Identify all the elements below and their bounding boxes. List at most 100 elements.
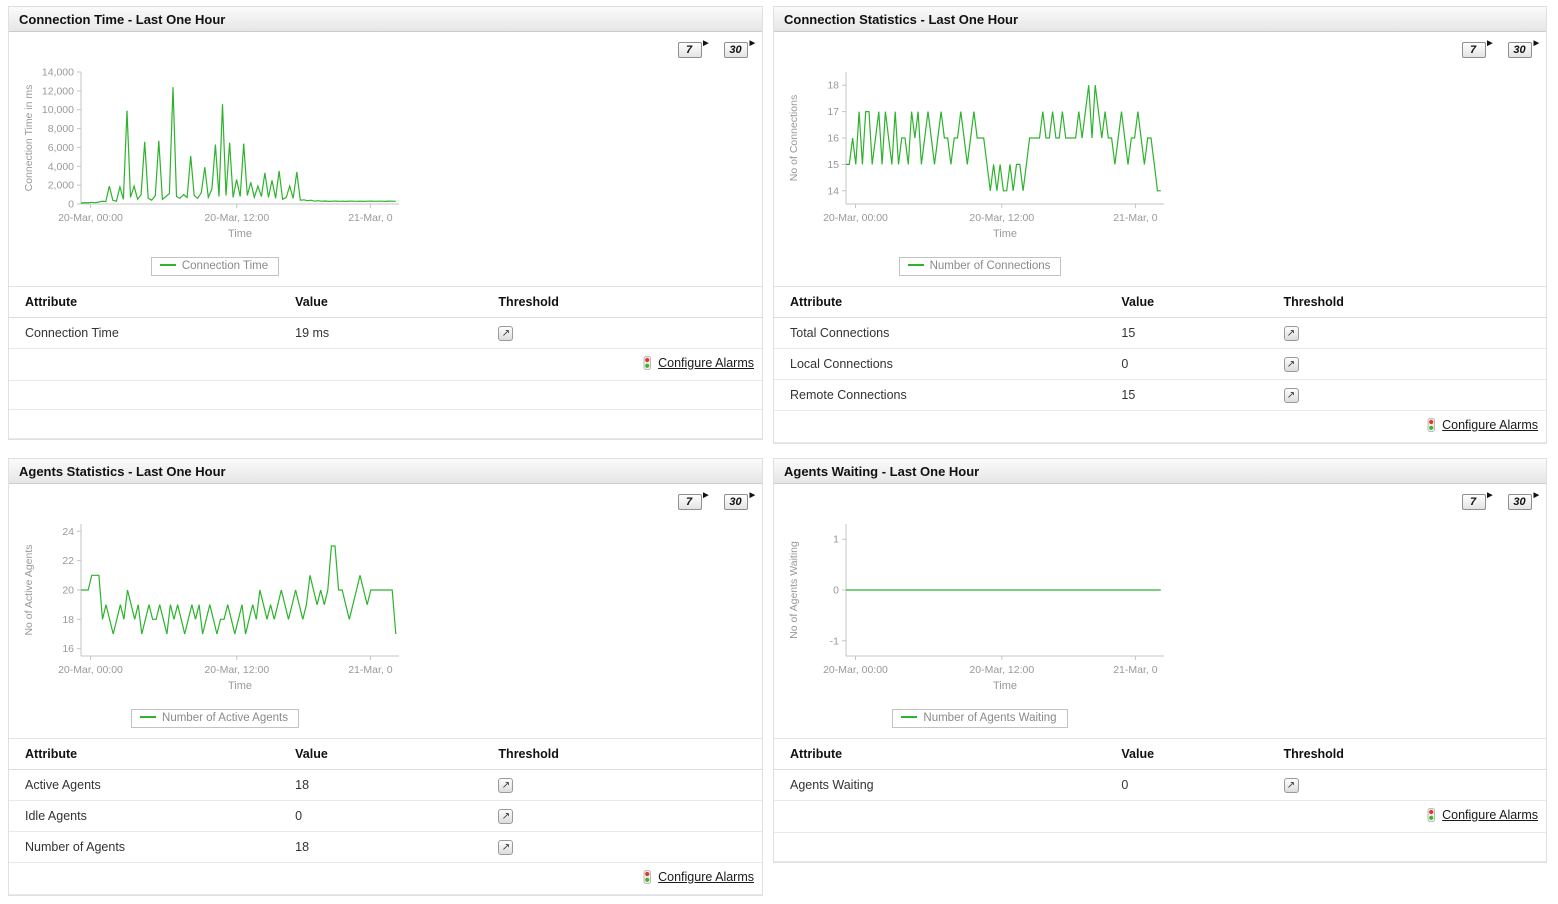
chart-block: 16 18 20 22 24 20-Mar, 00:00 20-Mar, 12:00 21-M… — [19, 514, 411, 728]
svg-text:No of Agents Waiting: No of Agents Waiting — [788, 541, 800, 639]
range-30-label: 30 — [729, 44, 742, 56]
threshold-cell: ↗ — [1283, 379, 1546, 411]
threshold-cell: ↗ — [498, 317, 762, 349]
panel-agents-statistics: Agents Statistics - Last One Hour 7 ▶ 30 ▶… — [8, 458, 763, 896]
column-header-threshold: Threshold — [498, 286, 762, 318]
range-30-button[interactable]: 30 ▶ — [724, 40, 755, 58]
svg-text:20-Mar, 12:00: 20-Mar, 12:00 — [204, 212, 269, 224]
threshold-icon[interactable]: ↗ — [498, 840, 514, 855]
threshold-icon[interactable]: ↗ — [498, 326, 514, 341]
svg-text:16: 16 — [62, 643, 74, 655]
range-7-button[interactable]: 7 ▶ — [677, 492, 709, 510]
configure-alarms-label[interactable]: Configure Alarms — [1442, 808, 1538, 822]
threshold-icon[interactable]: ↗ — [498, 809, 514, 824]
panel-connection-statistics: Connection Statistics - Last One Hour 7 ▶… — [773, 6, 1547, 444]
attribute-table: Attribute Value Threshold Active Agents 1… — [9, 738, 762, 895]
svg-text:-1: -1 — [830, 635, 839, 647]
table-row: Connection Time 19 ms ↗ — [9, 317, 762, 349]
expand-icon: ▶ — [703, 40, 709, 47]
range-30-label: 30 — [1513, 496, 1526, 508]
alarm-icon — [1427, 418, 1436, 432]
panel-title-connection-statistics: Connection Statistics - Last One Hour — [774, 7, 1546, 32]
column-header-threshold: Threshold — [1283, 286, 1546, 318]
range-30-button[interactable]: 30 ▶ — [1508, 40, 1539, 58]
threshold-icon[interactable]: ↗ — [498, 778, 514, 793]
panel-title-connection-time: Connection Time - Last One Hour — [9, 7, 762, 32]
svg-text:20-Mar, 00:00: 20-Mar, 00:00 — [823, 212, 888, 224]
range-30-label: 30 — [729, 496, 742, 508]
range-30-button[interactable]: 30 ▶ — [1508, 492, 1539, 510]
range-30-button[interactable]: 30 ▶ — [724, 492, 755, 510]
svg-text:No of Active Agents: No of Active Agents — [23, 544, 35, 635]
configure-alarms-label[interactable]: Configure Alarms — [658, 870, 754, 884]
column-header-value: Value — [295, 738, 499, 770]
alarm-icon — [1427, 808, 1436, 822]
expand-icon: ▶ — [749, 40, 755, 47]
table-row: Agents Waiting 0 ↗ — [774, 769, 1546, 801]
column-header-attribute: Attribute — [774, 738, 1122, 770]
svg-text:1: 1 — [833, 534, 839, 546]
svg-text:12,000: 12,000 — [42, 85, 74, 97]
legend-label: Number of Agents Waiting — [923, 712, 1057, 724]
svg-text:Connection Time in ms: Connection Time in ms — [23, 85, 35, 192]
threshold-icon[interactable]: ↗ — [1283, 778, 1299, 793]
range-7-button[interactable]: 7 ▶ — [1461, 492, 1493, 510]
table-row: Number of Agents 18 ↗ — [9, 831, 762, 863]
table-row: Idle Agents 0 ↗ — [9, 800, 762, 832]
svg-text:0: 0 — [833, 585, 839, 597]
configure-alarms-link[interactable]: Configure Alarms — [1425, 808, 1538, 822]
configure-alarms-label[interactable]: Configure Alarms — [1442, 418, 1538, 432]
configure-alarms-link[interactable]: Configure Alarms — [641, 870, 754, 884]
range-7-button[interactable]: 7 ▶ — [677, 40, 709, 58]
svg-text:18: 18 — [827, 80, 839, 92]
attribute-cell: Remote Connections — [774, 379, 1122, 411]
attribute-table: Attribute Value Threshold Total Connecti… — [774, 286, 1546, 443]
expand-icon: ▶ — [1533, 492, 1539, 499]
range-30-label: 30 — [1513, 44, 1526, 56]
chart-legend: Number of Agents Waiting — [892, 709, 1068, 728]
value-cell: 18 — [295, 769, 499, 801]
chart-section: 7 ▶ 30 ▶ 0 2,000 4,000 6,000 8,000 10,000 12,000… — [9, 32, 762, 276]
line-chart-active-agents: 16 18 20 22 24 20-Mar, 00:00 20-Mar, 12:00 21-M… — [23, 524, 399, 692]
expand-icon: ▶ — [1533, 40, 1539, 47]
configure-alarms-link[interactable]: Configure Alarms — [641, 356, 754, 370]
range-buttons: 7 ▶ 30 ▶ — [1444, 40, 1539, 58]
table-row: Local Connections 0 ↗ — [774, 348, 1546, 380]
attribute-table: Attribute Value Threshold Connection Tim… — [9, 286, 762, 439]
threshold-cell: ↗ — [1283, 348, 1546, 380]
attribute-cell: Number of Agents — [9, 831, 296, 863]
configure-alarms-label[interactable]: Configure Alarms — [658, 356, 754, 370]
range-buttons: 7 ▶ 30 ▶ — [660, 40, 755, 58]
legend-line-swatch — [901, 715, 918, 718]
value-cell: 0 — [1121, 769, 1284, 801]
range-7-button[interactable]: 7 ▶ — [1461, 40, 1493, 58]
threshold-icon[interactable]: ↗ — [1283, 388, 1299, 403]
chart-section: 7 ▶ 30 ▶ -1 0 1 20-Mar, 00:00 20-Mar, 12:00 21-… — [774, 484, 1546, 728]
line-chart-agents-waiting: -1 0 1 20-Mar, 00:00 20-Mar, 12:00 21-Mar, 0 N… — [788, 524, 1164, 692]
range-7-label: 7 — [685, 496, 693, 508]
svg-text:Time: Time — [993, 228, 1017, 240]
panel-title-agents-waiting: Agents Waiting - Last One Hour — [774, 459, 1546, 484]
threshold-icon[interactable]: ↗ — [1283, 357, 1299, 372]
panel-connection-time: Connection Time - Last One Hour 7 ▶ 30 ▶ 0… — [8, 6, 763, 440]
chart-section: 7 ▶ 30 ▶ 14 15 16 17 18 20-Mar, 00:00 20-Mar, 12… — [774, 32, 1546, 276]
svg-text:2,000: 2,000 — [48, 180, 74, 192]
svg-text:24: 24 — [62, 526, 74, 538]
svg-text:14: 14 — [827, 185, 839, 197]
legend-label: Number of Active Agents — [162, 712, 288, 724]
svg-text:21-Mar, 0: 21-Mar, 0 — [1113, 664, 1158, 676]
svg-text:Time: Time — [228, 680, 252, 692]
line-chart-connections: 14 15 16 17 18 20-Mar, 00:00 20-Mar, 12:00 21-M… — [788, 72, 1164, 240]
svg-text:10,000: 10,000 — [42, 104, 74, 116]
threshold-icon[interactable]: ↗ — [1283, 326, 1299, 341]
svg-text:20-Mar, 12:00: 20-Mar, 12:00 — [969, 212, 1034, 224]
svg-text:20-Mar, 00:00: 20-Mar, 00:00 — [58, 664, 123, 676]
legend-line-swatch — [907, 263, 924, 266]
expand-icon: ▶ — [703, 492, 709, 499]
svg-text:15: 15 — [827, 159, 839, 171]
alarm-icon — [643, 356, 652, 370]
threshold-cell: ↗ — [498, 769, 762, 801]
configure-alarms-link[interactable]: Configure Alarms — [1425, 418, 1538, 432]
attribute-table: Attribute Value Threshold Agents Waiting… — [774, 738, 1546, 862]
svg-text:20-Mar, 00:00: 20-Mar, 00:00 — [823, 664, 888, 676]
